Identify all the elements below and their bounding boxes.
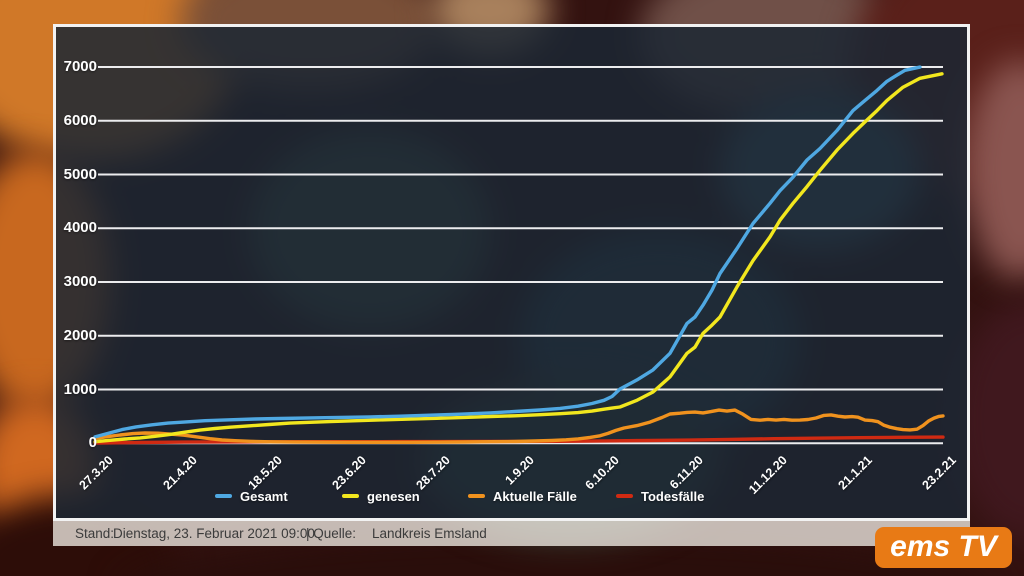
- covid-chart-panel: [53, 24, 970, 521]
- y-axis-label: 6000: [63, 111, 97, 129]
- legend-item-gesamt: Gesamt: [215, 488, 288, 504]
- legend-label: Gesamt: [240, 488, 288, 504]
- ems-tv-logo-text: ems TV: [890, 529, 997, 563]
- legend-item-genesen: genesen: [342, 488, 420, 504]
- y-axis-label: 1000: [63, 380, 97, 398]
- todesfaelle-line-swatch: [616, 494, 633, 498]
- stand-value: Dienstag, 23. Februar 2021 09:00: [113, 526, 315, 541]
- legend-label: Aktuelle Fälle: [493, 488, 577, 504]
- quelle-label: | Quelle:: [306, 526, 357, 541]
- quelle-value: Landkreis Emsland: [372, 526, 487, 541]
- y-axis-label: 5000: [63, 165, 97, 183]
- legend-item-todesfaelle: Todesfälle: [616, 488, 704, 504]
- y-axis-label: 4000: [63, 219, 97, 237]
- gesamt-line-swatch: [215, 494, 232, 498]
- stand-label: Stand:: [75, 526, 115, 541]
- ems-tv-logo: ems TV: [875, 527, 1012, 568]
- chart-legend: Gesamt genesen Aktuelle Fälle Todesfälle: [0, 488, 1024, 506]
- legend-item-aktuelle-faelle: Aktuelle Fälle: [468, 488, 577, 504]
- legend-label: Todesfälle: [641, 488, 705, 504]
- legend-label: genesen: [367, 488, 420, 504]
- y-axis-label: 0: [88, 434, 97, 452]
- y-axis-label: 2000: [63, 326, 97, 344]
- aktuelle-faelle-line-swatch: [468, 494, 485, 498]
- y-axis-label: 3000: [63, 273, 97, 291]
- status-bar: Stand: Dienstag, 23. Februar 2021 09:00 …: [53, 521, 970, 546]
- genesen-line-swatch: [342, 494, 359, 498]
- y-axis-label: 7000: [63, 58, 97, 76]
